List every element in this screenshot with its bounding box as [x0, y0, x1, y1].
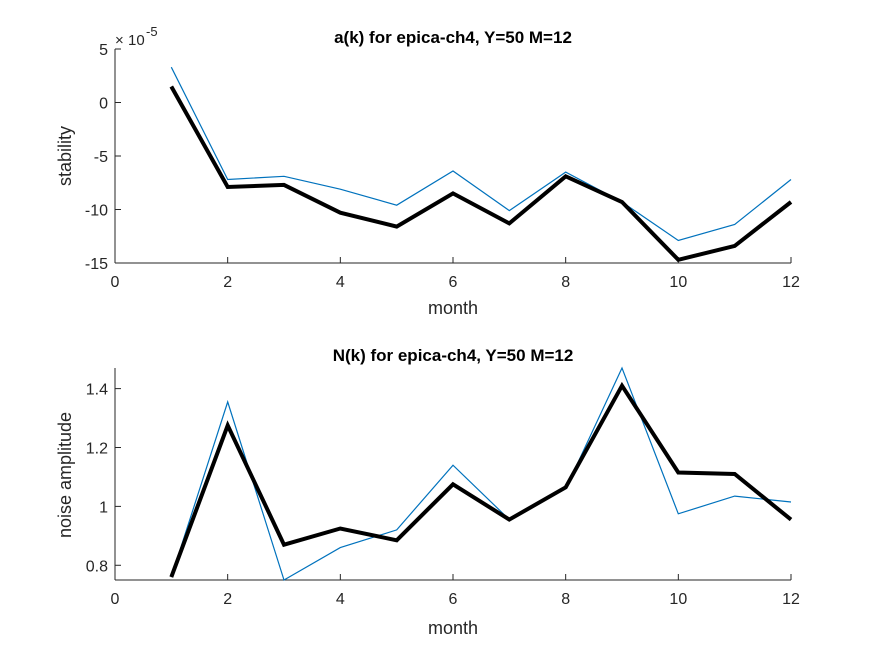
stability-chart-y-tick-label: 5 — [99, 42, 108, 59]
noise-chart-y-tick-label: 1.2 — [86, 441, 108, 458]
noise-chart-x-tick-label: 6 — [449, 591, 458, 608]
noise-chart-ylabel: noise amplitude — [55, 412, 75, 538]
exponent-power: -5 — [146, 24, 158, 39]
stability-chart-x-tick-label: 8 — [561, 274, 570, 291]
stability-chart-ylabel: stability — [55, 126, 75, 186]
noise-chart-title: N(k) for epica-ch4, Y=50 M=12 — [333, 346, 574, 365]
stability-chart-x-tick-label: 4 — [336, 274, 345, 291]
exponent-base: 10 — [128, 32, 145, 49]
exponent-multiplier: × 10 -5 — [115, 24, 158, 49]
noise-chart-x-tick-label: 0 — [111, 591, 120, 608]
noise-chart-series — [169, 366, 793, 581]
stability-chart-x-tick-label: 0 — [111, 274, 120, 291]
noise-chart-x-tick-label: 8 — [561, 591, 570, 608]
noise-chart-x-tick-label: 12 — [782, 591, 800, 608]
stability-chart-title: a(k) for epica-ch4, Y=50 M=12 — [334, 28, 572, 47]
stability-chart-xlabel: month — [428, 298, 478, 318]
stability-chart-y-tick-label: 0 — [99, 96, 108, 113]
exponent-times-sign: × — [115, 32, 124, 49]
stability-chart-series — [169, 66, 793, 263]
stability-chart-x-tick-label: 2 — [223, 274, 232, 291]
stability-chart: a(k) for epica-ch4, Y=50 M=12 month stab… — [55, 24, 800, 318]
noise-chart-x-tick-label: 2 — [223, 591, 232, 608]
noise-chart-y-tick-label: 1 — [99, 499, 108, 516]
stability-chart-x-tick-label: 12 — [782, 274, 800, 291]
stability-chart-y-tick-label: -10 — [85, 203, 108, 220]
stability-chart-x-tick-label: 6 — [449, 274, 458, 291]
noise-chart-x-tick-label: 10 — [669, 591, 687, 608]
noise-chart-xlabel: month — [428, 618, 478, 638]
noise-chart-series-black-line — [169, 381, 793, 578]
noise-chart-axes: 0 2 4 6 8 10 12 0.8 1 1.2 1.4 — [86, 368, 800, 608]
stability-chart-series-black-line — [169, 85, 793, 263]
noise-chart: N(k) for epica-ch4, Y=50 M=12 month nois… — [55, 346, 800, 638]
stability-chart-y-tick-label: -15 — [85, 256, 108, 273]
stability-chart-y-tick-label: -5 — [94, 149, 108, 166]
stability-chart-series-blue-line — [170, 66, 792, 242]
stability-chart-axes: 0 2 4 6 8 10 12 -15 -10 -5 0 5 — [85, 42, 800, 291]
noise-chart-x-tick-label: 4 — [336, 591, 345, 608]
noise-chart-y-tick-label: 0.8 — [86, 558, 108, 575]
stability-chart-x-tick-label: 10 — [669, 274, 687, 291]
noise-chart-y-tick-label: 1.4 — [86, 382, 108, 399]
noise-chart-series-blue-line — [170, 366, 792, 581]
